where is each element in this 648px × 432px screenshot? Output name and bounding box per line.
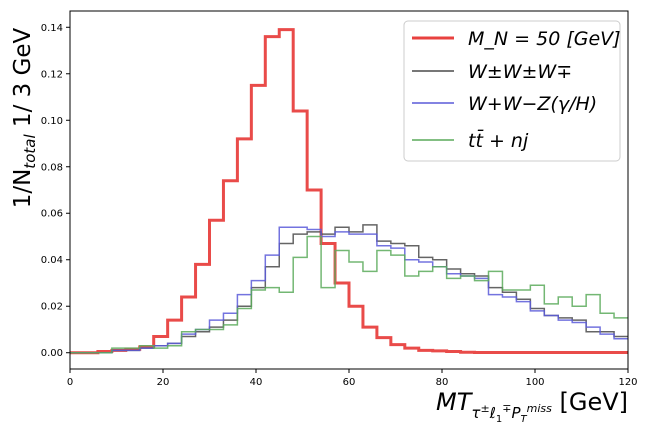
plot-frame bbox=[69, 10, 629, 370]
x-tick-label: 100 bbox=[525, 377, 544, 388]
x-tick-label: 0 bbox=[67, 377, 73, 388]
y-tick-label: 0.04 bbox=[41, 255, 63, 266]
legend-label-4: tt̄ + nj bbox=[468, 128, 529, 152]
x-axis: 0 20 40 60 80 100 120 bbox=[67, 369, 638, 388]
series-line-4 bbox=[70, 235, 628, 354]
y-tick-label: 0.00 bbox=[41, 348, 63, 359]
legend-box bbox=[403, 20, 621, 162]
y-tick-label: 0.06 bbox=[41, 209, 63, 220]
x-axis-label: MTτ±ℓ1∓PTmiss [GeV] bbox=[436, 388, 628, 425]
y-tick-label: 0.10 bbox=[41, 116, 63, 127]
y-tick-label: 0.08 bbox=[41, 162, 63, 173]
plot-area bbox=[70, 28, 628, 355]
legend-label-3: W+W−Z(γ/H) bbox=[468, 93, 597, 115]
y-axis-label: 1/Ntotal 1/ 3 GeV bbox=[10, 27, 39, 208]
y-tick-label: 0.14 bbox=[41, 23, 63, 34]
legend: M_N = 50 [GeV] W±W±W∓ W+W−Z(γ/H) tt̄ + nj bbox=[403, 20, 621, 162]
x-tick-label: 20 bbox=[157, 377, 170, 388]
series-line-1 bbox=[70, 28, 628, 355]
y-axis: 0.00 0.02 0.04 0.06 0.08 0.10 0.12 0.14 bbox=[41, 23, 70, 359]
y-tick-label: 0.02 bbox=[41, 302, 63, 313]
legend-label-2: W±W±W∓ bbox=[468, 61, 572, 83]
x-tick-label: 60 bbox=[343, 377, 356, 388]
x-tick-label: 80 bbox=[436, 377, 449, 388]
legend-label-1: M_N = 50 [GeV] bbox=[468, 28, 621, 50]
y-tick-label: 0.12 bbox=[41, 69, 63, 80]
x-tick-label: 40 bbox=[250, 377, 263, 388]
x-tick-label: 120 bbox=[618, 377, 637, 388]
